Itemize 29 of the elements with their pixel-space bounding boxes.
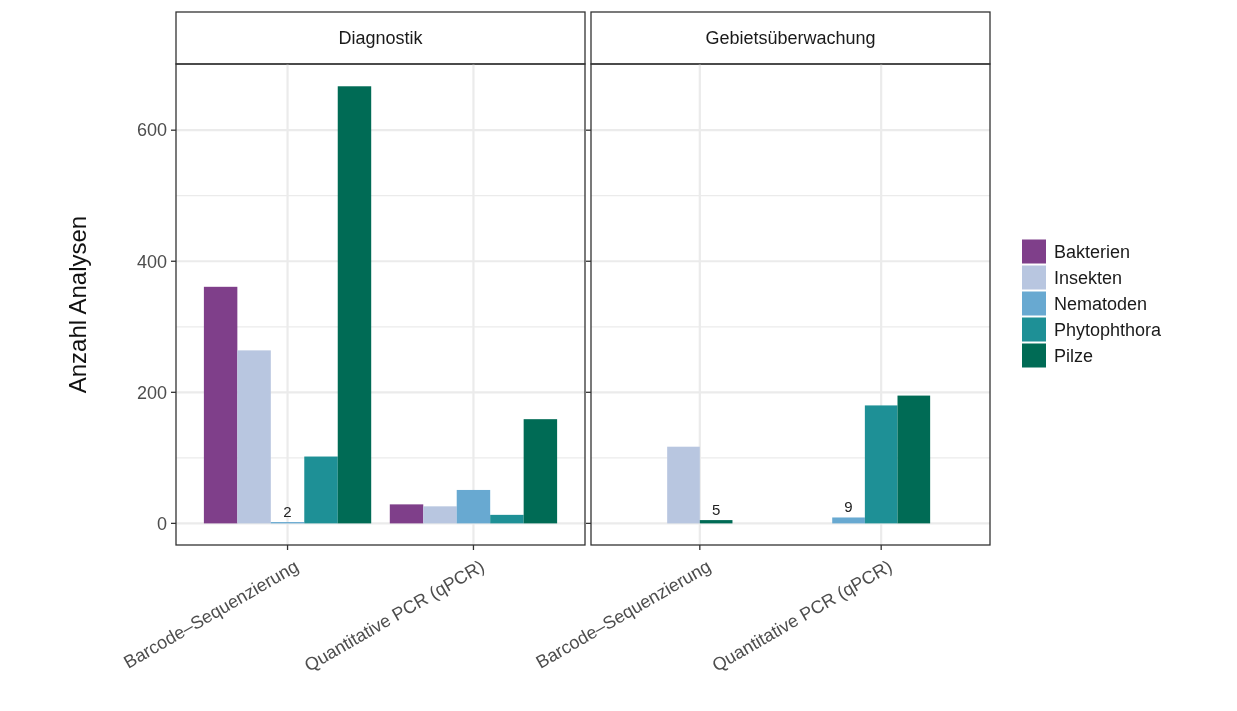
bar <box>832 517 865 524</box>
bar <box>456 489 491 524</box>
bar <box>389 504 424 524</box>
y-tick-label: 0 <box>156 513 167 534</box>
bar <box>237 350 271 524</box>
bar <box>304 456 338 524</box>
bar <box>523 419 558 524</box>
legend-label: Nematoden <box>1054 293 1148 314</box>
legend-label: Bakterien <box>1054 241 1131 262</box>
data-label: 9 <box>844 498 853 516</box>
bar <box>203 286 238 524</box>
y-tick-label: 400 <box>136 251 167 272</box>
chart-title: Diagnostik <box>338 28 424 48</box>
y-tick-label: 600 <box>136 120 167 141</box>
bar <box>423 506 457 524</box>
legend-label: Insekten <box>1054 267 1123 288</box>
chart-title: Gebietsüberwachung <box>705 28 876 48</box>
y-tick-label: 200 <box>136 382 167 403</box>
bar <box>699 520 733 524</box>
bar <box>337 86 372 524</box>
bar <box>667 446 700 524</box>
bar <box>490 514 524 524</box>
data-label: 2 <box>283 503 292 521</box>
data-label: 5 <box>711 501 721 519</box>
y-axis-title: Anzahl Analysen <box>64 215 91 394</box>
bar <box>864 405 898 524</box>
legend-label: Pilze <box>1054 345 1094 366</box>
bar <box>897 395 931 524</box>
legend-label: Phytophthora <box>1054 319 1163 340</box>
